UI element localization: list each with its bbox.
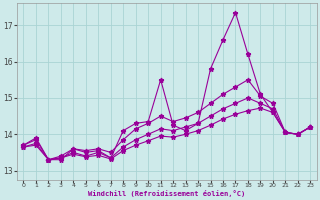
- X-axis label: Windchill (Refroidissement éolien,°C): Windchill (Refroidissement éolien,°C): [88, 190, 245, 197]
